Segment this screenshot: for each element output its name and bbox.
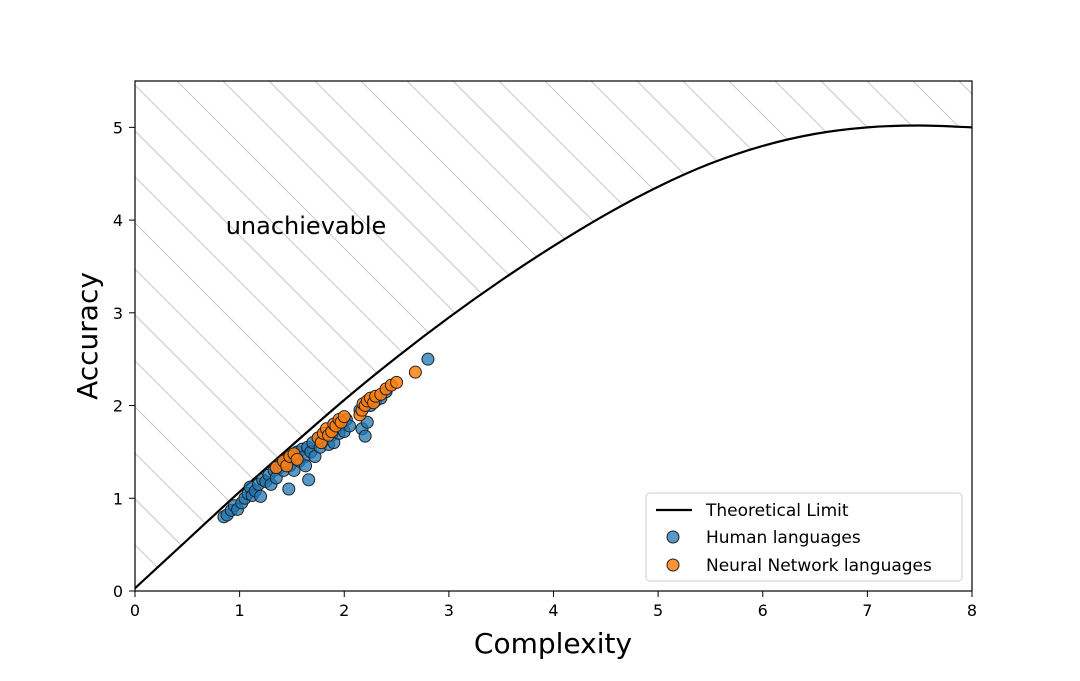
legend: Theoretical Limit Human languages Neural…: [645, 492, 963, 582]
x-tick-label: 5: [653, 601, 663, 620]
legend-human-swatch: [666, 530, 680, 544]
human-language-point: [282, 482, 296, 496]
human-language-point: [254, 489, 268, 503]
x-tick-label: 6: [758, 601, 768, 620]
human-language-point: [358, 429, 372, 443]
y-tick-label: 5: [113, 118, 123, 137]
x-tick-label: 1: [235, 601, 245, 620]
human-language-point: [302, 473, 316, 487]
x-axis-title: Complexity: [474, 627, 632, 660]
x-tick-label: 7: [862, 601, 872, 620]
hatch-line: [135, 81, 136, 589]
hatch-line: [176, 81, 688, 589]
hatch-line: [135, 81, 642, 589]
x-tick-label: 0: [130, 601, 140, 620]
hatch-line: [135, 81, 274, 589]
legend-neural-swatch: [666, 558, 680, 572]
y-tick-label: 4: [113, 211, 123, 230]
x-tick-label: 2: [339, 601, 349, 620]
hatch-line: [958, 81, 972, 589]
legend-label-limit: Theoretical Limit: [705, 501, 849, 521]
hatch-line: [1005, 81, 1080, 591]
hatch-line: [135, 81, 412, 589]
x-tick-label: 8: [967, 601, 977, 620]
hatch-line: [135, 81, 596, 589]
hatch-line: [135, 81, 550, 589]
neural-language-point: [390, 375, 404, 389]
x-axis-ticks: 0 1 2 3 4 5 6 7 8: [130, 591, 977, 620]
y-axis-ticks: 0 1 2 3 4 5: [113, 118, 135, 601]
unachievable-annotation: unachievable: [226, 212, 387, 240]
neural-language-point: [408, 365, 422, 379]
legend-label-neural: Neural Network languages: [706, 556, 932, 576]
theoretical-limit-line: [135, 124, 972, 590]
y-tick-label: 3: [113, 304, 123, 323]
neural-language-point: [290, 452, 304, 466]
y-tick-label: 0: [113, 582, 123, 601]
neural-language-point: [337, 410, 351, 424]
y-tick-label: 2: [113, 397, 123, 416]
y-axis-title: Accuracy: [71, 272, 104, 400]
human-language-point: [421, 352, 435, 366]
hatch-line: [135, 81, 320, 589]
legend-box: [645, 492, 963, 582]
points-layer: [217, 352, 435, 524]
hatch-line: [135, 81, 228, 589]
x-tick-label: 4: [548, 601, 558, 620]
legend-label-human: Human languages: [706, 528, 861, 548]
hatch-line: [1051, 81, 1080, 591]
x-tick-label: 3: [444, 601, 454, 620]
hatch-line: [135, 81, 366, 589]
y-tick-label: 1: [113, 489, 123, 508]
limit-curve-layer: [135, 124, 972, 590]
